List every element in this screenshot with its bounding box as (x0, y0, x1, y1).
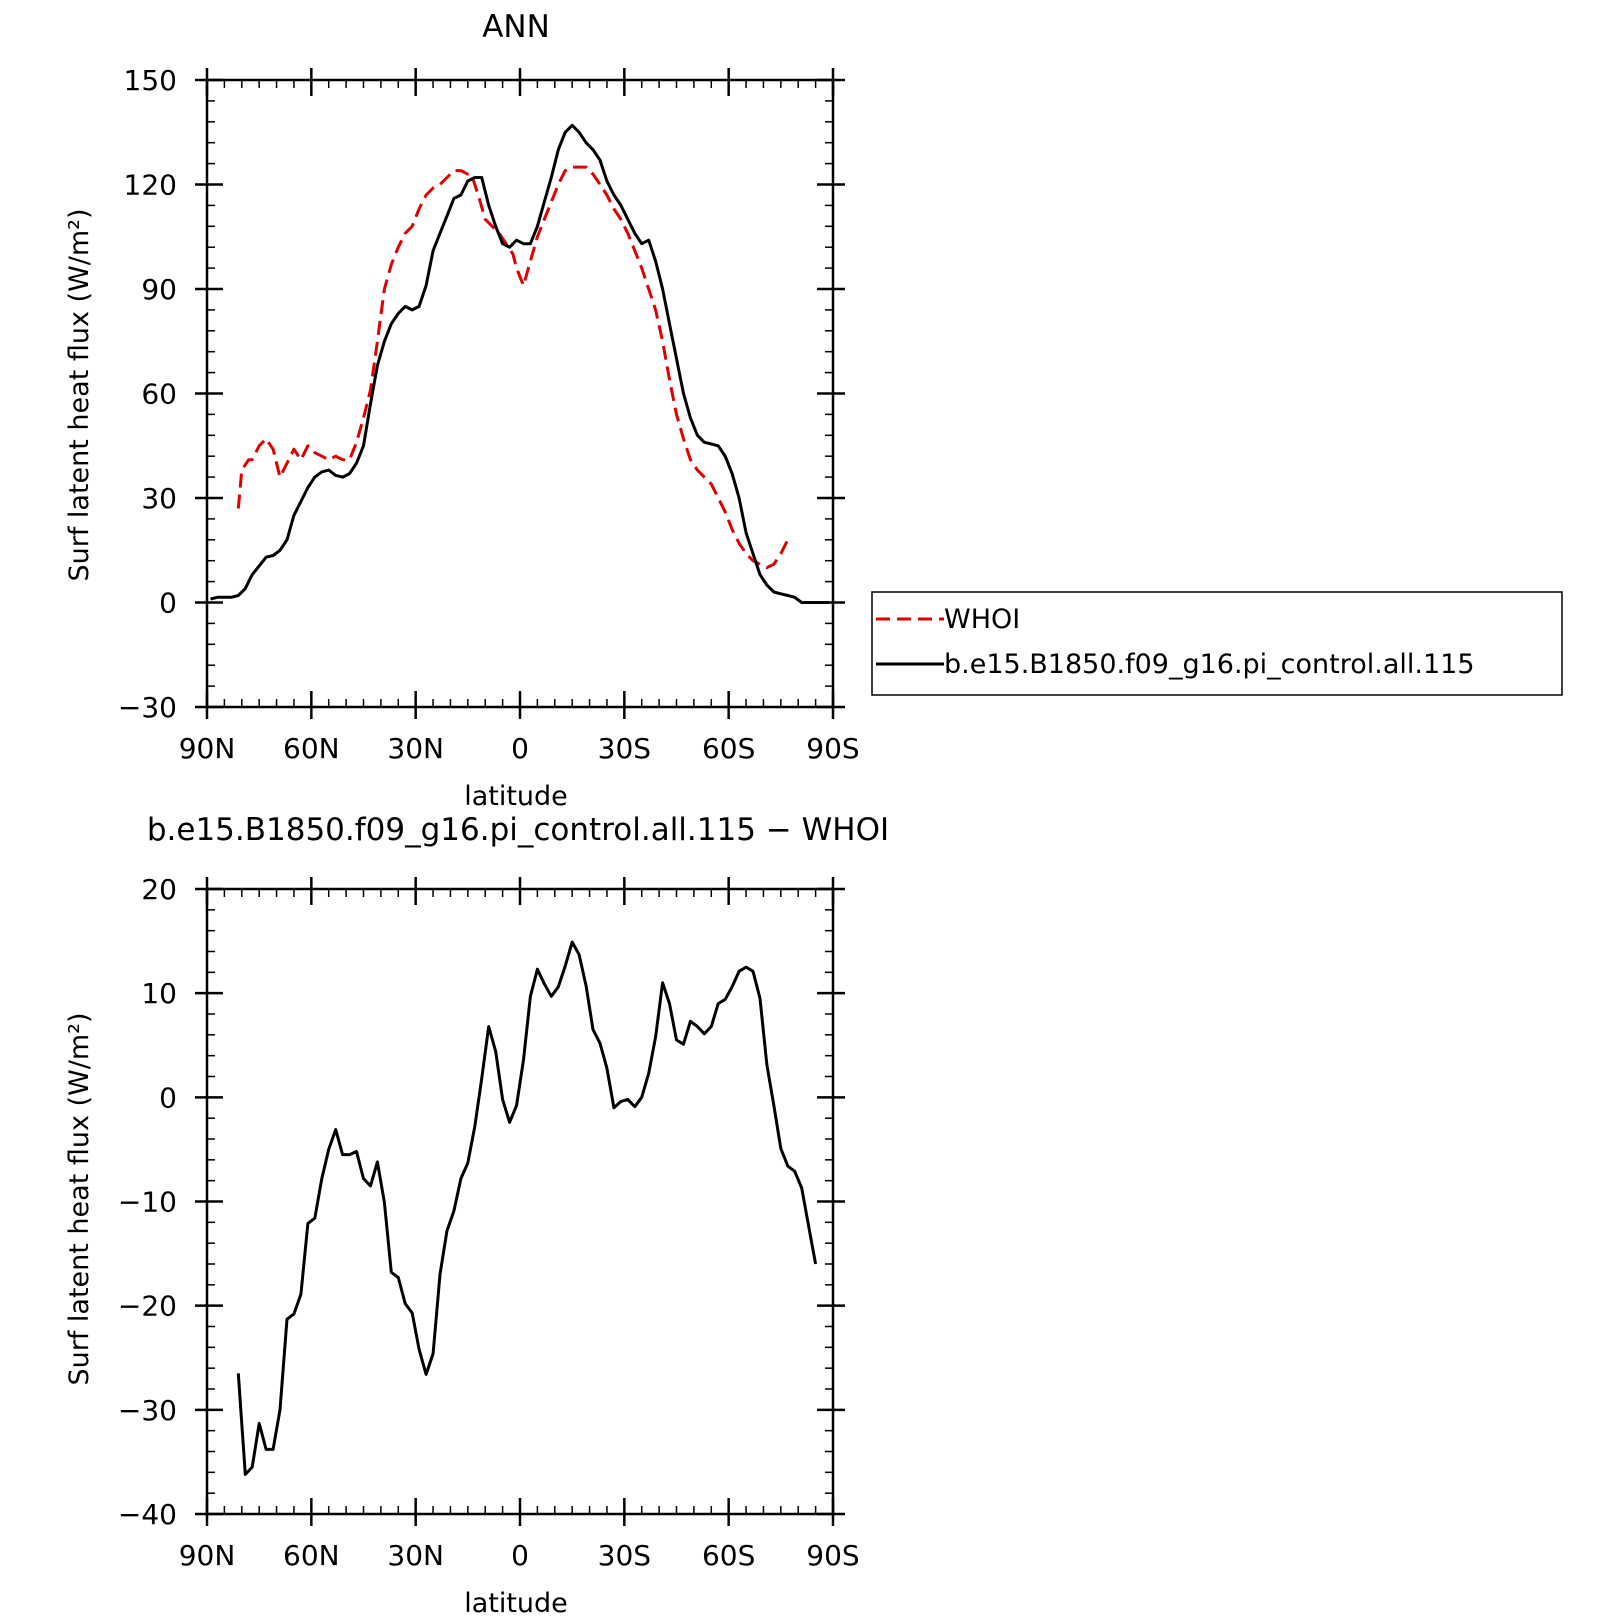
top-y-tick-label: 30 (141, 482, 177, 515)
bottom-y-tick-label: −30 (118, 1394, 177, 1427)
legend-label-whoi: WHOI (944, 604, 1020, 635)
bottom-y-tick-label: −40 (118, 1498, 177, 1531)
top-y-axis-label: Surf latent heat flux (W/m²) (64, 208, 95, 581)
bottom-x-tick-label: 90N (179, 1539, 236, 1572)
top-series-line-0 (236, 165, 790, 570)
top-x-tick-label: 60S (702, 732, 755, 765)
legend-box (871, 591, 1563, 696)
bottom-y-tick-label: −10 (118, 1186, 177, 1219)
top-x-tick-label: 30S (598, 732, 651, 765)
bottom-x-tick-label: 60N (283, 1539, 340, 1572)
legend: WHOI b.e15.B1850.f09_g16.pi_control.all.… (871, 591, 1563, 696)
bottom-x-tick-label: 0 (511, 1539, 529, 1572)
top-x-tick-label: 30N (387, 732, 444, 765)
top-x-tick-label: 90S (806, 732, 859, 765)
top-x-tick-label: 60N (283, 732, 340, 765)
top-panel: ANN latitude Surf latent heat flux (W/m²… (64, 9, 860, 812)
bottom-series-layer (236, 940, 818, 1476)
bottom-x-axis-label: latitude (464, 1588, 568, 1619)
top-y-tick-label: 0 (159, 587, 177, 620)
top-y-tick-label: 150 (124, 64, 177, 97)
bottom-series-line-0 (236, 940, 818, 1476)
top-series-line-1 (210, 123, 830, 604)
top-x-tick-label: 0 (511, 732, 529, 765)
top-y-tick-label: −30 (118, 691, 177, 724)
top-y-tick-label: 120 (124, 169, 177, 202)
bottom-y-axis-label: Surf latent heat flux (W/m²) (64, 1012, 95, 1385)
bottom-y-tick-label: 10 (141, 977, 177, 1010)
top-series-layer (210, 123, 830, 604)
bottom-chart-title: b.e15.B1850.f09_g16.pi_control.all.115 −… (147, 812, 889, 848)
top-ticks (195, 68, 845, 719)
bottom-y-tick-label: −20 (118, 1290, 177, 1323)
top-chart-title: ANN (482, 9, 550, 45)
bottom-y-tick-label: 20 (141, 873, 177, 906)
bottom-y-tick-label: 0 (159, 1081, 177, 1114)
bottom-x-tick-label: 60S (702, 1539, 755, 1572)
top-tick-labels: 90N 60N 30N 0 30S 60S 90S −30 0 30 60 90 120 150 (118, 64, 860, 765)
bottom-x-tick-label: 30N (387, 1539, 444, 1572)
legend-label-model: b.e15.B1850.f09_g16.pi_control.all.115 (944, 649, 1475, 680)
top-x-axis-label: latitude (464, 781, 568, 812)
bottom-x-tick-label: 30S (598, 1539, 651, 1572)
top-y-tick-label: 60 (141, 378, 177, 411)
top-y-tick-label: 90 (141, 273, 177, 306)
bottom-panel: b.e15.B1850.f09_g16.pi_control.all.115 −… (64, 812, 889, 1619)
bottom-tick-labels: 90N 60N 30N 0 30S 60S 90S −40 −30 −20 −10 0 10 20 (118, 873, 860, 1572)
top-x-tick-label: 90N (179, 732, 236, 765)
bottom-x-tick-label: 90S (806, 1539, 859, 1572)
bottom-ticks (195, 877, 845, 1526)
